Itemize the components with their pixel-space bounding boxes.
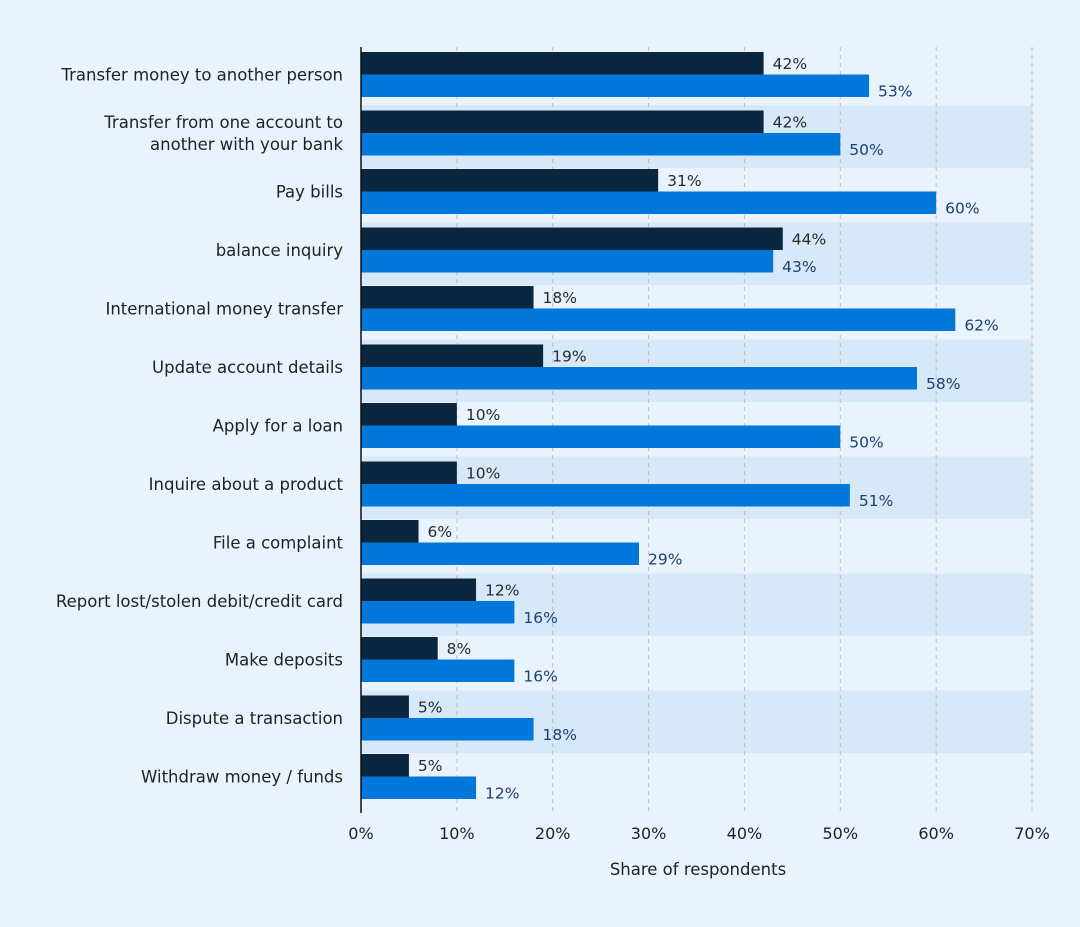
data-label: 8% (447, 640, 472, 658)
x-tick-labels: 0% 10% 20% 30% 40% 50% 60% 70% (348, 824, 1049, 843)
bar-dark (361, 110, 764, 133)
data-label: 50% (849, 141, 883, 159)
bar-blue (361, 776, 477, 799)
x-tick-label: 30% (631, 824, 667, 843)
data-label: 18% (543, 289, 577, 307)
x-axis-label: Share of respondents (610, 860, 786, 879)
category-label: Inquire about a product (149, 475, 344, 494)
bar-dark (361, 403, 457, 426)
bar-dark (361, 286, 534, 309)
data-label: 16% (523, 668, 557, 686)
bar-dark (361, 227, 783, 250)
data-label: 5% (418, 699, 443, 717)
bar-dark (361, 461, 457, 484)
bar-blue (361, 74, 870, 97)
bar-blue (361, 425, 841, 448)
data-label: 31% (667, 172, 701, 190)
data-label: 62% (964, 317, 998, 335)
bar-dark (361, 52, 764, 75)
category-labels: Transfer money to another person Transfer… (56, 66, 344, 787)
data-label: 19% (552, 348, 586, 366)
bar-blue (361, 484, 850, 507)
data-label: 16% (523, 609, 557, 627)
data-label: 29% (648, 551, 682, 569)
bars: 42% 53% 42% 50% 31% 60% 44% 43% 18% 62% 19% 58% 10% 5… (361, 52, 999, 803)
data-label: 10% (466, 465, 500, 483)
bar-blue (361, 191, 937, 214)
bar-blue (361, 133, 841, 156)
category-label: Apply for a loan (213, 417, 343, 436)
bar-blue (361, 601, 515, 624)
data-label: 18% (543, 726, 577, 744)
category-label: International money transfer (105, 300, 343, 319)
x-tick-label: 70% (1014, 824, 1050, 843)
x-tick-label: 60% (918, 824, 954, 843)
data-label: 43% (782, 258, 816, 276)
category-label: Report lost/stolen debit/credit card (56, 592, 343, 611)
data-label: 51% (859, 492, 893, 510)
category-label: Update account details (152, 358, 343, 377)
data-label: 60% (945, 200, 979, 218)
bar-dark (361, 695, 409, 718)
category-label: Withdraw money / funds (141, 768, 343, 787)
bar-blue (361, 250, 774, 273)
bar-dark (361, 637, 438, 660)
bar-blue (361, 718, 534, 741)
bar-dark (361, 754, 409, 777)
bar-blue (361, 542, 639, 565)
data-label: 53% (878, 83, 912, 101)
data-label: 6% (428, 523, 453, 541)
bar-blue (361, 367, 917, 390)
data-label: 44% (792, 231, 826, 249)
x-tick-label: 0% (348, 824, 373, 843)
data-label: 12% (485, 785, 519, 803)
data-label: 5% (418, 757, 443, 775)
x-tick-label: 20% (535, 824, 571, 843)
bar-dark (361, 169, 659, 192)
category-label: File a complaint (213, 534, 344, 553)
x-tick-label: 50% (823, 824, 859, 843)
category-label: another with your bank (150, 135, 343, 154)
data-label: 50% (849, 434, 883, 452)
category-label: balance inquiry (216, 241, 344, 260)
x-tick-label: 10% (439, 824, 475, 843)
data-label: 42% (773, 114, 807, 132)
data-label: 10% (466, 406, 500, 424)
x-tick-label: 40% (727, 824, 763, 843)
data-label: 42% (773, 55, 807, 73)
bar-blue (361, 308, 956, 331)
category-label: Transfer from one account to (103, 113, 343, 132)
bar-dark (361, 520, 419, 543)
category-label: Dispute a transaction (166, 709, 343, 728)
category-label: Pay bills (276, 183, 343, 202)
bar-dark (361, 578, 477, 601)
bar-blue (361, 659, 515, 682)
data-label: 12% (485, 582, 519, 600)
data-label: 58% (926, 375, 960, 393)
bar-dark (361, 344, 544, 367)
category-label: Transfer money to another person (60, 66, 343, 85)
category-label: Make deposits (225, 651, 343, 670)
